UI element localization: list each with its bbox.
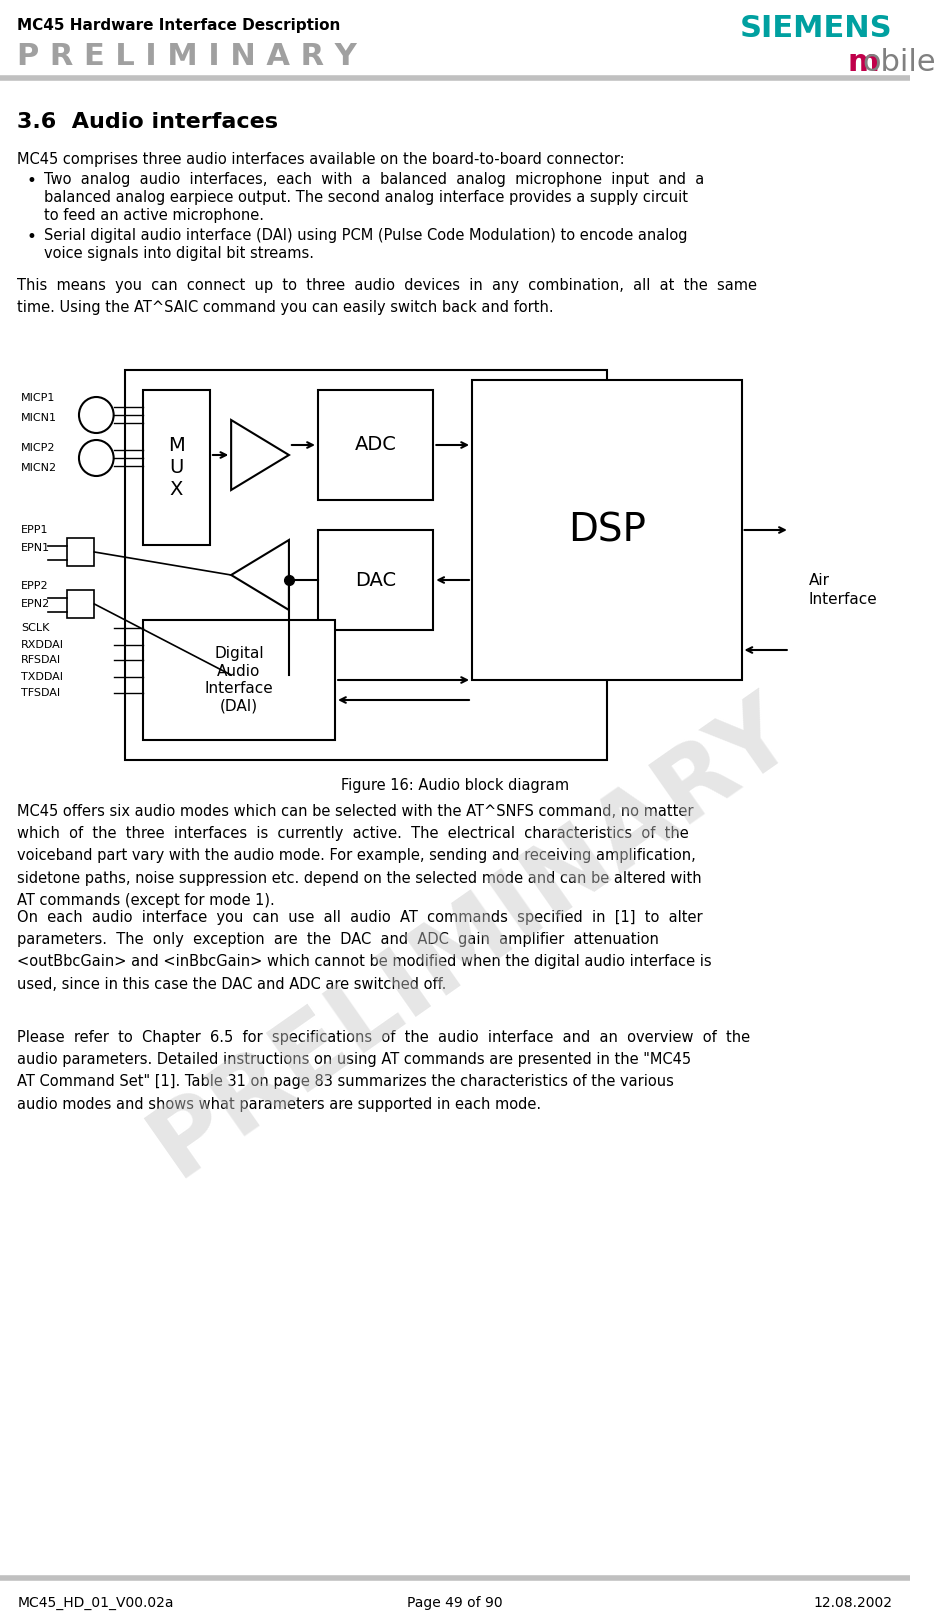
Circle shape: [79, 398, 113, 433]
Text: Please  refer  to  Chapter  6.5  for  specifications  of  the  audio  interface : Please refer to Chapter 6.5 for specific…: [17, 1029, 750, 1112]
Text: balanced analog earpiece output. The second analog interface provides a supply c: balanced analog earpiece output. The sec…: [44, 191, 687, 205]
Text: DAC: DAC: [355, 570, 396, 590]
Text: RXDDAI: RXDDAI: [21, 640, 64, 650]
Circle shape: [79, 440, 113, 477]
Text: MICN2: MICN2: [21, 464, 58, 473]
Text: EPP1: EPP1: [21, 525, 49, 535]
Text: TXDDAI: TXDDAI: [21, 672, 63, 682]
Text: MC45 offers six audio modes which can be selected with the AT^SNFS command, no m: MC45 offers six audio modes which can be…: [17, 805, 701, 908]
Text: MICP2: MICP2: [21, 443, 56, 452]
Text: m: m: [847, 48, 878, 78]
Text: •: •: [27, 228, 37, 246]
Text: to feed an active microphone.: to feed an active microphone.: [44, 208, 264, 223]
Text: ADC: ADC: [354, 435, 396, 454]
Text: MC45 Hardware Interface Description: MC45 Hardware Interface Description: [17, 18, 341, 32]
Text: SIEMENS: SIEMENS: [739, 15, 892, 44]
Text: EPP2: EPP2: [21, 582, 49, 591]
Text: SCLK: SCLK: [21, 624, 49, 633]
Bar: [67, 590, 94, 617]
Polygon shape: [231, 540, 289, 609]
Text: MC45_HD_01_V00.02a: MC45_HD_01_V00.02a: [17, 1597, 174, 1610]
Text: On  each  audio  interface  you  can  use  all  audio  AT  commands  specified  : On each audio interface you can use all …: [17, 910, 711, 992]
Text: Page 49 of 90: Page 49 of 90: [406, 1597, 502, 1610]
Text: MC45 comprises three audio interfaces available on the board-to-board connector:: MC45 comprises three audio interfaces av…: [17, 152, 624, 166]
Text: •: •: [27, 171, 37, 191]
Text: Two  analog  audio  interfaces,  each  with  a  balanced  analog  microphone  in: Two analog audio interfaces, each with a…: [44, 171, 704, 187]
Bar: [471, 380, 741, 680]
Text: TFSDAI: TFSDAI: [21, 688, 60, 698]
Text: Figure 16: Audio block diagram: Figure 16: Audio block diagram: [340, 777, 568, 793]
Text: 12.08.2002: 12.08.2002: [813, 1597, 892, 1610]
Text: voice signals into digital bit streams.: voice signals into digital bit streams.: [44, 246, 314, 262]
Text: Serial digital audio interface (DAI) using PCM (Pulse Code Modulation) to encode: Serial digital audio interface (DAI) usi…: [44, 228, 687, 242]
Text: DSP: DSP: [567, 511, 645, 549]
Text: PRELIMINARY: PRELIMINARY: [133, 679, 811, 1196]
Polygon shape: [231, 640, 289, 709]
Bar: [317, 530, 433, 630]
Text: obile: obile: [861, 48, 935, 78]
Bar: [143, 621, 335, 740]
Polygon shape: [231, 420, 289, 490]
Bar: [143, 389, 210, 545]
Text: RFSDAI: RFSDAI: [21, 654, 61, 666]
Text: MICP1: MICP1: [21, 393, 56, 402]
Text: EPN2: EPN2: [21, 600, 50, 609]
Text: EPN1: EPN1: [21, 543, 50, 553]
Bar: [67, 538, 94, 566]
Text: 3.6  Audio interfaces: 3.6 Audio interfaces: [17, 112, 278, 133]
Text: MICN1: MICN1: [21, 414, 58, 423]
Text: Digital
Audio
Interface
(DAI): Digital Audio Interface (DAI): [204, 646, 273, 714]
Bar: [125, 370, 606, 760]
Text: Air
Interface: Air Interface: [808, 572, 877, 608]
Text: This  means  you  can  connect  up  to  three  audio  devices  in  any  combinat: This means you can connect up to three a…: [17, 278, 756, 315]
Bar: [317, 389, 433, 499]
Text: P R E L I M I N A R Y: P R E L I M I N A R Y: [17, 42, 357, 71]
Text: M
U
X: M U X: [168, 436, 184, 499]
